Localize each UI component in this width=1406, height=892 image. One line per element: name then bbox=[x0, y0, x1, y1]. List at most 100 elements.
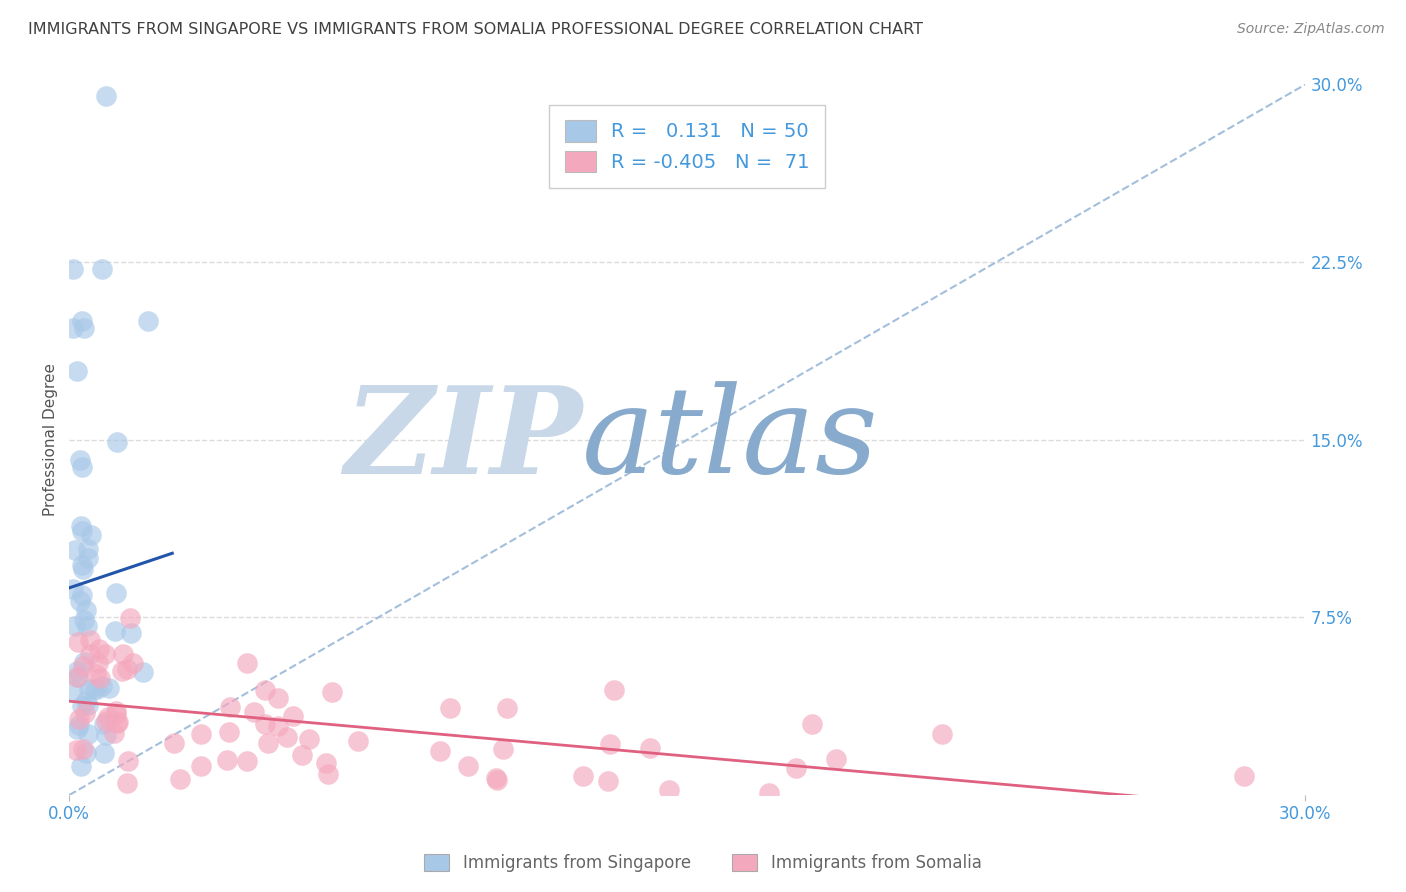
Point bbox=[67, 670, 90, 684]
Point bbox=[457, 759, 479, 773]
Point bbox=[62, 683, 84, 698]
Y-axis label: Professional Degree: Professional Degree bbox=[44, 363, 58, 516]
Point bbox=[439, 700, 461, 714]
Point bbox=[72, 558, 94, 572]
Point bbox=[93, 746, 115, 760]
Point bbox=[75, 706, 97, 720]
Point bbox=[84, 666, 107, 681]
Point bbox=[70, 589, 93, 603]
Point bbox=[243, 705, 266, 719]
Point bbox=[72, 314, 94, 328]
Point bbox=[120, 611, 142, 625]
Point bbox=[67, 712, 90, 726]
Point bbox=[72, 742, 94, 756]
Text: atlas: atlas bbox=[582, 381, 879, 499]
Point bbox=[758, 786, 780, 800]
Point bbox=[79, 632, 101, 647]
Point bbox=[86, 682, 108, 697]
Point bbox=[90, 262, 112, 277]
Point bbox=[105, 435, 128, 450]
Point bbox=[62, 321, 84, 335]
Point bbox=[115, 775, 138, 789]
Point bbox=[66, 665, 89, 679]
Point bbox=[321, 685, 343, 699]
Point bbox=[111, 665, 134, 679]
Point bbox=[598, 774, 620, 789]
Point bbox=[66, 364, 89, 378]
Point bbox=[105, 715, 128, 730]
Point bbox=[491, 741, 513, 756]
Point bbox=[65, 743, 87, 757]
Point bbox=[77, 698, 100, 713]
Point bbox=[62, 262, 84, 277]
Point bbox=[75, 603, 97, 617]
Point bbox=[75, 746, 97, 760]
Point bbox=[115, 662, 138, 676]
Point bbox=[72, 659, 94, 673]
Point bbox=[485, 771, 508, 785]
Point bbox=[96, 714, 118, 728]
Point bbox=[70, 759, 93, 773]
Point bbox=[825, 752, 848, 766]
Legend: Immigrants from Singapore, Immigrants from Somalia: Immigrants from Singapore, Immigrants fr… bbox=[418, 847, 988, 879]
Point bbox=[93, 717, 115, 731]
Point bbox=[77, 681, 100, 696]
Point bbox=[72, 562, 94, 576]
Point bbox=[800, 717, 823, 731]
Point bbox=[931, 726, 953, 740]
Point bbox=[70, 524, 93, 539]
Point bbox=[62, 582, 84, 596]
Point bbox=[65, 619, 87, 633]
Point bbox=[117, 754, 139, 768]
Point bbox=[603, 682, 626, 697]
Point bbox=[77, 550, 100, 565]
Point bbox=[69, 452, 91, 467]
Legend: R =   0.131   N = 50, R = -0.405   N =  71: R = 0.131 N = 50, R = -0.405 N = 71 bbox=[550, 105, 825, 188]
Point bbox=[658, 783, 681, 797]
Point bbox=[90, 679, 112, 693]
Point bbox=[66, 670, 89, 684]
Point bbox=[429, 744, 451, 758]
Point bbox=[72, 655, 94, 669]
Point bbox=[276, 731, 298, 745]
Point bbox=[254, 717, 277, 731]
Point bbox=[638, 740, 661, 755]
Point bbox=[66, 635, 89, 649]
Point bbox=[1232, 769, 1254, 783]
Point bbox=[104, 624, 127, 638]
Point bbox=[316, 767, 339, 781]
Point bbox=[315, 756, 337, 771]
Point bbox=[66, 722, 89, 736]
Point bbox=[169, 772, 191, 786]
Point bbox=[94, 647, 117, 661]
Point bbox=[96, 728, 118, 742]
Point bbox=[105, 707, 128, 722]
Point bbox=[70, 698, 93, 713]
Point bbox=[97, 710, 120, 724]
Point bbox=[267, 719, 290, 733]
Point bbox=[89, 642, 111, 657]
Point bbox=[136, 314, 159, 328]
Point bbox=[69, 593, 91, 607]
Point bbox=[236, 656, 259, 670]
Point bbox=[76, 619, 98, 633]
Point bbox=[67, 718, 90, 732]
Point bbox=[496, 700, 519, 714]
Point bbox=[70, 459, 93, 474]
Point bbox=[107, 714, 129, 729]
Point bbox=[83, 681, 105, 696]
Point bbox=[96, 89, 118, 103]
Point bbox=[79, 647, 101, 661]
Point bbox=[347, 734, 370, 748]
Point bbox=[215, 753, 238, 767]
Point bbox=[87, 656, 110, 670]
Point bbox=[112, 648, 135, 662]
Point bbox=[298, 732, 321, 747]
Point bbox=[73, 321, 96, 335]
Point bbox=[290, 747, 312, 762]
Point bbox=[254, 683, 277, 698]
Point bbox=[257, 736, 280, 750]
Point bbox=[267, 691, 290, 706]
Text: ZIP: ZIP bbox=[344, 381, 582, 499]
Text: Source: ZipAtlas.com: Source: ZipAtlas.com bbox=[1237, 22, 1385, 37]
